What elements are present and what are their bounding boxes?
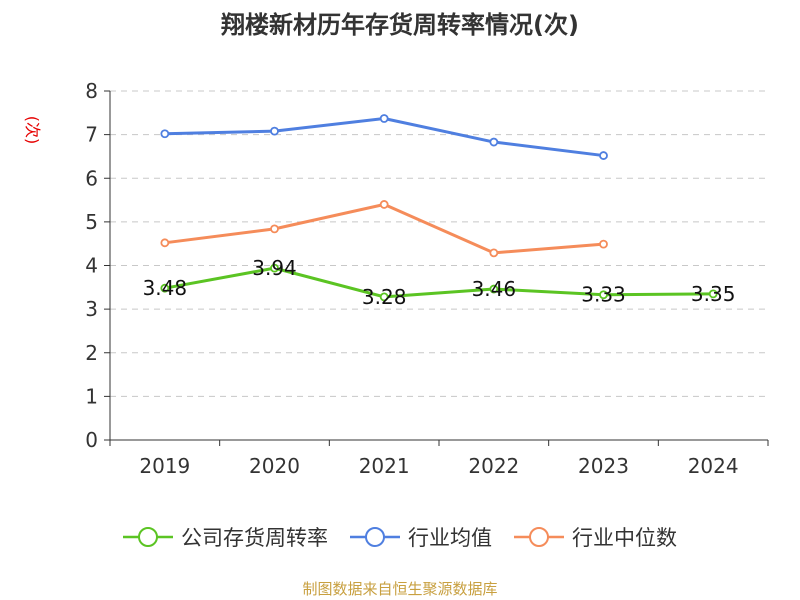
legend-label: 行业均值 bbox=[408, 526, 492, 550]
series-layer bbox=[160, 114, 718, 302]
y-tick-label: 3 bbox=[85, 297, 98, 321]
legend: 公司存货周转率 行业均值 行业中位数 bbox=[123, 526, 677, 550]
x-tick-label: 2021 bbox=[359, 454, 410, 478]
gridlines bbox=[110, 90, 768, 397]
data-label: 3.35 bbox=[691, 282, 736, 306]
data-label: 3.94 bbox=[252, 256, 297, 280]
legend-label: 行业中位数 bbox=[572, 526, 677, 550]
data-point bbox=[489, 248, 499, 258]
data-labels: 3.48 3.94 3.28 3.46 3.33 3.35 bbox=[143, 256, 736, 309]
data-point bbox=[489, 284, 499, 294]
x-tick-label: 2022 bbox=[468, 454, 519, 478]
data-source-note: 制图数据来自恒生聚源数据库 bbox=[302, 580, 498, 598]
x-tick-label: 2020 bbox=[249, 454, 300, 478]
y-tick-label: 1 bbox=[85, 384, 98, 408]
data-label: 3.46 bbox=[472, 277, 517, 301]
data-point bbox=[270, 126, 279, 136]
legend-item: 公司存货周转率 bbox=[123, 526, 328, 550]
data-label: 3.33 bbox=[581, 283, 626, 307]
data-point bbox=[160, 283, 170, 293]
x-tick-label: 2019 bbox=[139, 454, 190, 478]
legend-marker bbox=[365, 527, 385, 547]
data-point bbox=[379, 114, 389, 123]
y-tick-label: 8 bbox=[85, 79, 98, 103]
data-point bbox=[379, 292, 389, 302]
data-point bbox=[599, 239, 608, 249]
data-label: 3.28 bbox=[362, 285, 407, 309]
series-line bbox=[164, 266, 714, 299]
data-point bbox=[160, 129, 170, 139]
legend-marker bbox=[138, 527, 158, 547]
legend-item: 行业中位数 bbox=[514, 526, 677, 550]
data-label: 3.48 bbox=[143, 276, 188, 300]
legend-marker bbox=[529, 527, 549, 547]
x-tick-label: 2024 bbox=[688, 454, 739, 478]
y-tick-label: 6 bbox=[85, 166, 98, 190]
data-point bbox=[160, 238, 170, 248]
y-tick-label: 7 bbox=[85, 123, 98, 147]
y-tick-label: 5 bbox=[85, 210, 98, 234]
data-point bbox=[379, 200, 389, 209]
data-point bbox=[599, 151, 608, 160]
chart-title: 翔楼新材历年存货周转率情况(次) bbox=[221, 11, 579, 39]
series-line bbox=[164, 202, 604, 255]
y-tick-label: 4 bbox=[85, 254, 98, 278]
y-tick-label: 0 bbox=[85, 428, 98, 452]
data-point bbox=[270, 224, 279, 234]
legend-label: 公司存货周转率 bbox=[181, 526, 328, 550]
data-point bbox=[489, 137, 499, 147]
y-tick-label: 2 bbox=[85, 341, 98, 365]
data-point bbox=[270, 263, 279, 273]
data-point bbox=[599, 290, 608, 300]
x-tick-label: 2023 bbox=[578, 454, 629, 478]
legend-item: 行业均值 bbox=[350, 526, 492, 550]
axes: 0 1 2 3 4 5 6 7 8 2019 2020 2021 2022 2023 2024 bbox=[85, 79, 769, 478]
data-point bbox=[708, 289, 718, 299]
series-line bbox=[164, 116, 604, 158]
